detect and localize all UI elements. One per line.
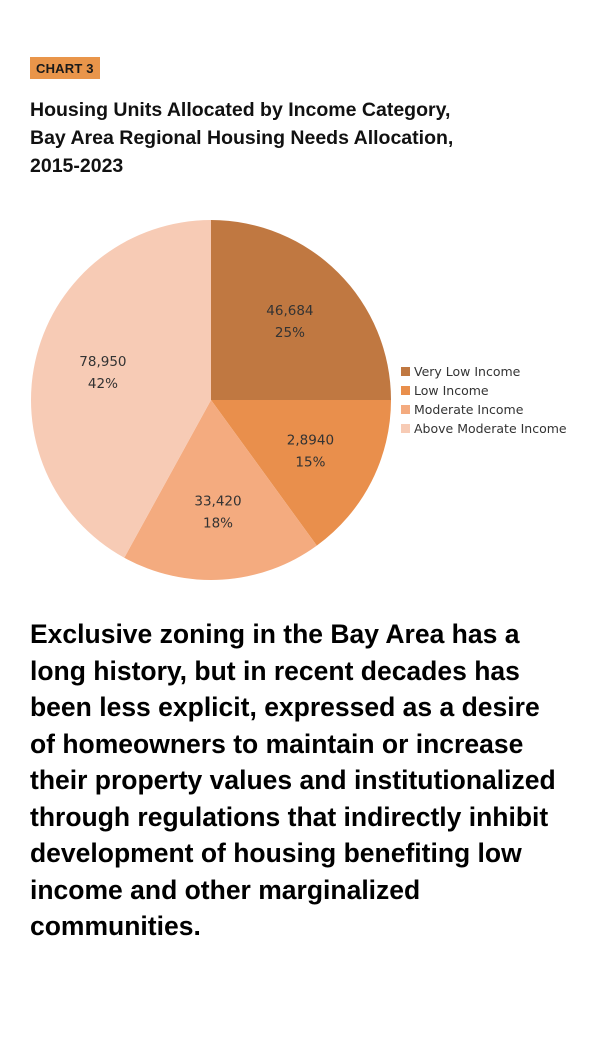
pie-slice-0 <box>211 220 391 400</box>
legend-swatch-3 <box>401 424 410 433</box>
chart-title: Housing Units Allocated by Income Catego… <box>30 99 454 177</box>
chart-number-badge: CHART 3 <box>30 57 100 79</box>
pie-slice-1 <box>211 400 391 546</box>
pie-slice-3 <box>31 219 212 558</box>
slice-percent-label-0: 25% <box>275 325 305 341</box>
body-paragraph: Exclusive zoning in the Bay Area has a l… <box>30 619 556 941</box>
slice-value-label-3: 78,950 <box>79 354 126 370</box>
legend-label-1: Low Income <box>414 383 489 398</box>
legend-label-0: Very Low Income <box>414 364 521 379</box>
slice-percent-label-3: 42% <box>88 376 118 392</box>
slice-percent-label-2: 18% <box>203 515 233 531</box>
slice-value-label-0: 46,684 <box>266 303 313 319</box>
legend-swatch-2 <box>401 405 410 414</box>
slice-value-label-1: 2,8940 <box>287 433 334 449</box>
pie-chart: 46,684 25% 2,8940 15% 33,420 18% 78,950 42% Ver… <box>31 219 567 580</box>
legend-label-3: Above Moderate Income <box>414 421 567 436</box>
pie-slice-2 <box>124 400 317 580</box>
legend-swatch-1 <box>401 386 410 395</box>
slice-percent-label-1: 15% <box>295 455 325 471</box>
legend-label-2: Moderate Income <box>414 402 524 417</box>
legend-swatch-0 <box>401 367 410 376</box>
slice-value-label-2: 33,420 <box>194 493 241 509</box>
